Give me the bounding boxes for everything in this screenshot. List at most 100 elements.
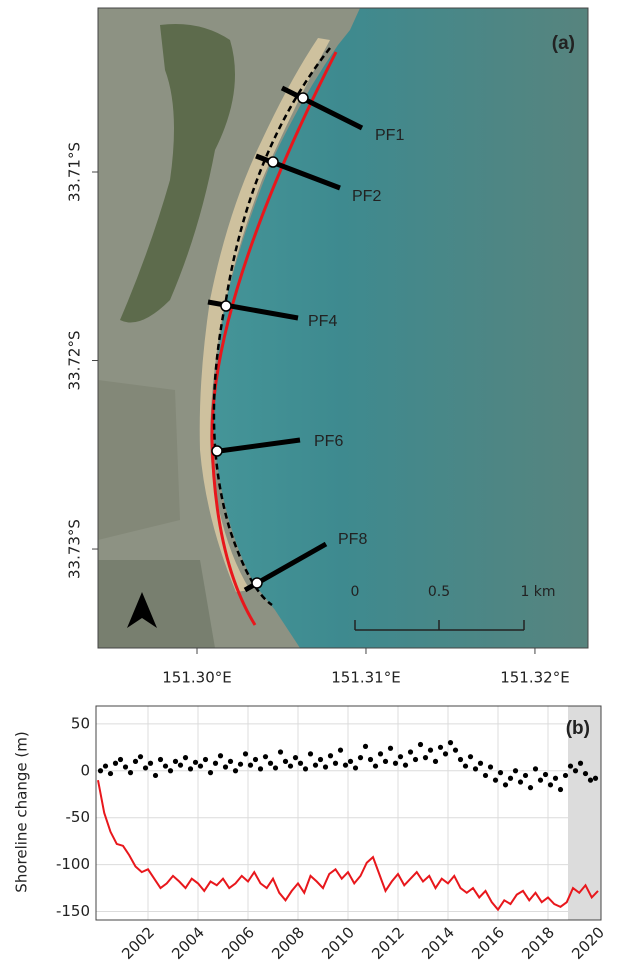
series-point — [467, 754, 474, 760]
profile-points — [211, 92, 309, 589]
series-point — [567, 763, 574, 769]
series-point — [187, 766, 194, 772]
series-point — [122, 764, 129, 770]
series-point — [412, 756, 419, 763]
series-point — [207, 770, 214, 776]
panel-label: (a) — [552, 33, 575, 54]
x-tick-label: 2016 — [468, 923, 508, 963]
profile-point — [251, 577, 263, 589]
map-background — [98, 8, 588, 648]
series-point — [337, 747, 344, 753]
lagoon — [120, 24, 235, 323]
y-axis-label: Shoreline change (m) — [13, 731, 31, 892]
y-tick-label: 33.72°S — [66, 331, 84, 391]
series-point — [347, 758, 354, 764]
scale-bar-label: 0 — [351, 584, 360, 600]
series-point — [232, 768, 239, 774]
series-point — [582, 770, 589, 777]
series-point — [342, 762, 349, 768]
series-point — [242, 751, 249, 757]
series-point — [167, 768, 174, 774]
profile-point — [211, 445, 223, 457]
series-point — [222, 764, 229, 770]
series-point — [102, 763, 109, 769]
series-point — [252, 756, 259, 763]
series-point — [247, 762, 254, 768]
profile-point — [220, 300, 232, 312]
x-tick-label: 151.30°E — [162, 669, 231, 687]
series-point — [157, 756, 164, 763]
series-point — [447, 740, 454, 746]
x-tick-label: 151.31°E — [331, 669, 400, 687]
series-point — [202, 756, 209, 763]
series-point — [507, 775, 514, 781]
series-point — [137, 754, 144, 760]
series-point — [257, 766, 264, 772]
series-point — [512, 768, 519, 774]
series-point — [227, 758, 234, 764]
profile-point — [297, 92, 309, 104]
series-point — [397, 754, 404, 760]
series-point — [422, 755, 429, 761]
series-point — [177, 762, 184, 768]
series-point — [287, 763, 294, 769]
series-point — [572, 768, 579, 774]
series-point — [292, 755, 299, 761]
transect — [280, 85, 364, 131]
plot-frame — [95, 705, 602, 921]
series-point — [352, 765, 359, 771]
series-point — [142, 765, 149, 771]
series-point — [302, 766, 309, 772]
series-point — [127, 770, 134, 776]
series-point — [477, 760, 484, 766]
x-tick-label: 2002 — [118, 923, 158, 963]
series-point — [462, 763, 469, 769]
series-point — [392, 760, 399, 766]
series-point — [407, 749, 414, 755]
y-tick-label: -150 — [56, 902, 90, 920]
scale-bar — [354, 620, 525, 631]
series-point — [162, 763, 169, 769]
series-point — [152, 772, 159, 779]
series-point — [327, 753, 334, 759]
profile-label: PF2 — [352, 188, 381, 205]
series-point — [197, 763, 204, 769]
series-point — [262, 754, 269, 760]
series-point — [307, 751, 314, 757]
series-point — [547, 782, 554, 788]
panel-label: (b) — [566, 718, 590, 739]
series-point — [172, 758, 179, 764]
y-tick-label: -50 — [66, 808, 91, 826]
x-tick-label: 2018 — [518, 923, 558, 963]
scale-bar-label: 1 km — [520, 584, 555, 600]
map-frame — [97, 7, 589, 649]
profile-label: PF4 — [308, 313, 337, 330]
series-point — [432, 758, 439, 764]
x-tick-label: 2008 — [268, 923, 308, 963]
series-point — [482, 772, 489, 779]
series-point — [117, 756, 124, 763]
x-tick-label: 2004 — [168, 923, 208, 963]
profile-point — [267, 156, 279, 168]
y-tick-label: -100 — [56, 855, 90, 873]
series-point — [577, 760, 584, 766]
series-point — [382, 758, 389, 764]
beach — [199, 38, 330, 592]
series-point — [312, 762, 319, 768]
series-point — [97, 768, 104, 774]
series-point — [192, 759, 199, 765]
series-point — [522, 772, 529, 779]
series-point — [362, 743, 369, 749]
profile-label: PF1 — [375, 127, 404, 144]
series-point — [317, 756, 324, 763]
series-point — [107, 770, 114, 777]
series-point — [402, 762, 409, 768]
shaded-period — [568, 706, 601, 920]
series-point — [497, 770, 504, 776]
series-point — [552, 775, 559, 781]
profile-label: PF6 — [314, 433, 343, 450]
series-point — [132, 758, 139, 764]
series-point — [517, 779, 524, 785]
x-tick-label: 2012 — [368, 923, 408, 963]
series-point — [372, 763, 379, 769]
